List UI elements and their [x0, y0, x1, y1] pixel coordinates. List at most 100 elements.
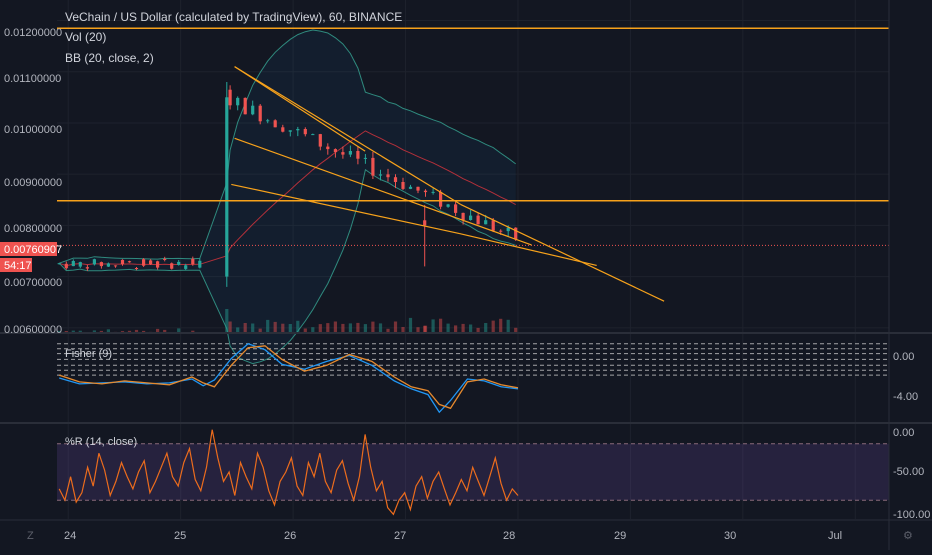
candle-body: [71, 261, 75, 267]
candle-body: [386, 174, 390, 178]
candle-body: [64, 263, 68, 269]
drawing-tools: [57, 27, 889, 302]
candle-body: [401, 182, 405, 189]
volume-bar: [393, 321, 398, 333]
candle-body: [491, 220, 495, 231]
candle-body: [469, 215, 473, 220]
time-tick: 24: [64, 530, 76, 542]
last-price-value: 0.00760907: [4, 244, 62, 256]
grid: [57, 0, 889, 519]
candle-body: [484, 220, 488, 225]
volume-bar: [266, 319, 270, 333]
candle-body: [120, 259, 125, 265]
price-tick: 0.01100000: [4, 73, 61, 85]
time-tick: Jul: [828, 530, 842, 542]
volume-bar: [251, 323, 255, 333]
volume-bar: [191, 330, 195, 333]
candle-body: [149, 260, 153, 265]
candle-body: [266, 120, 270, 122]
volume-bar: [484, 323, 488, 333]
trend-line: [231, 183, 460, 235]
volume-bar: [92, 330, 96, 333]
time-tick: 28: [503, 530, 515, 542]
candle-body: [423, 190, 428, 193]
candle-body: [184, 265, 188, 269]
williams-series-line: [58, 429, 519, 516]
williams-band-fill: [57, 443, 889, 501]
fisher-series-line: [58, 345, 519, 410]
volume-bar: [296, 320, 300, 333]
candle-body: [142, 259, 146, 266]
price-tick: 0.01000000: [4, 124, 62, 136]
candle-body: [303, 129, 307, 135]
bollinger-upper: [59, 29, 516, 264]
williams-r-indicator: [57, 429, 889, 516]
volume-bar: [78, 330, 82, 333]
volume-bar: [439, 318, 443, 333]
volume-bar: [311, 327, 315, 333]
williams-tick: 0.00: [893, 427, 914, 439]
settings-gear-icon[interactable]: ⚙: [903, 530, 913, 542]
countdown-badge: [0, 258, 32, 272]
candle-body: [461, 212, 465, 220]
candle-body: [156, 261, 160, 268]
candle-body: [243, 97, 247, 115]
candle-body: [506, 227, 510, 232]
volume-legend[interactable]: Vol (20): [65, 30, 106, 44]
candle-body: [273, 120, 277, 128]
volume-bar: [57, 330, 61, 333]
volume-bar: [303, 328, 307, 333]
trend-line: [460, 203, 665, 302]
williams-tick: -50.00: [893, 466, 924, 478]
volume-bar: [491, 320, 495, 333]
volume-bar: [326, 323, 330, 333]
volume-bar: [258, 328, 262, 333]
fisher-legend[interactable]: Fisher (9): [65, 348, 112, 360]
bollinger-legend[interactable]: BB (20, close, 2): [65, 51, 154, 65]
zoom-reset-icon[interactable]: Z: [27, 530, 34, 542]
price-tick: 0.00700000: [4, 277, 62, 289]
candle-body: [416, 186, 420, 191]
volume-bar: [371, 321, 375, 333]
volume-bar: [431, 319, 435, 333]
candle-body: [476, 215, 480, 225]
volume-bar: [273, 321, 277, 333]
volume-bar: [134, 329, 139, 333]
volume-bar: [408, 317, 413, 333]
volume-bar: [506, 319, 510, 333]
candle-body: [198, 260, 202, 268]
volume-bar: [416, 327, 420, 333]
candle-body: [311, 134, 315, 136]
candle-body: [163, 259, 167, 260]
candle-body: [92, 259, 96, 265]
volume-bar: [461, 323, 465, 333]
time-tick: 27: [394, 530, 406, 542]
price-tick: 0.01200000: [4, 27, 62, 39]
candle-body: [225, 97, 229, 277]
trend-line: [234, 137, 532, 246]
volume-bar: [177, 328, 181, 333]
candle-body: [251, 105, 255, 115]
candle-body: [258, 105, 262, 122]
price-scale[interactable]: 0.01200000 0.01100000 0.01000000 0.00900…: [4, 27, 62, 336]
volume-bar: [228, 321, 232, 333]
volume-bar: [163, 329, 167, 333]
candle-body: [439, 191, 443, 207]
williams-legend[interactable]: %R (14, close): [65, 436, 137, 448]
time-axis[interactable]: 24 25 26 27 28 29 30 Jul: [64, 530, 842, 542]
volume-bar: [156, 328, 160, 333]
candle-body: [371, 157, 375, 176]
price-tick: 0.00900000: [4, 177, 62, 189]
volume-bar: [281, 323, 285, 333]
volume-bar: [378, 323, 383, 333]
candle-body: [423, 220, 427, 226]
fisher-indicator: [57, 343, 889, 414]
candle-body: [170, 263, 174, 269]
volume-bar: [499, 318, 503, 333]
fisher-tick: -4.00: [893, 391, 918, 403]
volume-bar: [476, 327, 480, 333]
volume-bar: [446, 323, 450, 333]
volume-bar: [71, 330, 75, 333]
